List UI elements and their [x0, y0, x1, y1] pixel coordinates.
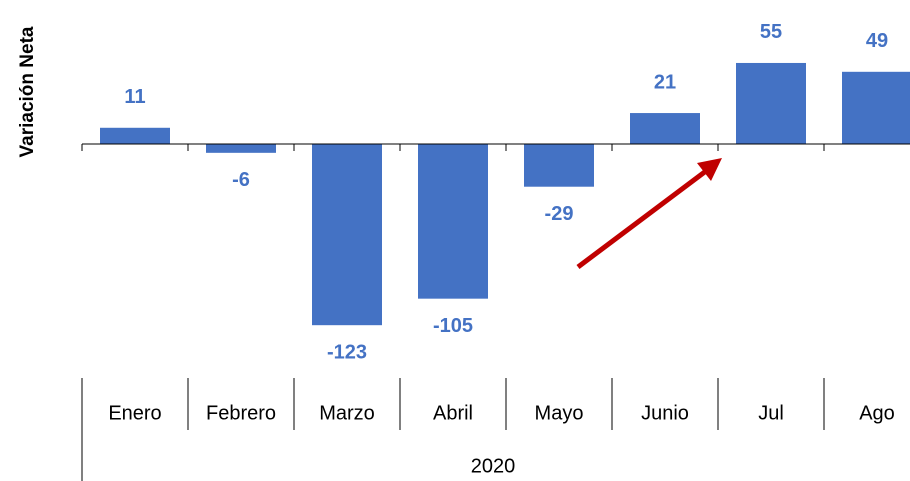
x-tick-label: Marzo	[319, 402, 375, 424]
value-label: 11	[124, 86, 145, 108]
value-label: -105	[433, 315, 473, 337]
group-label: 2020	[471, 455, 516, 477]
value-label: 55	[760, 21, 782, 43]
x-tick-label: Junio	[641, 402, 689, 424]
bar	[418, 143, 488, 299]
y-axis-label: Variación Neta	[17, 26, 38, 157]
plot-area: 11 Enero -6 Febrero -123 Marzo -105 Abril -29 May…	[81, 21, 910, 430]
value-label: 49	[866, 30, 888, 52]
x-tick-label: Abril	[433, 402, 473, 424]
annotation-arrow	[576, 158, 722, 269]
bar	[100, 127, 170, 144]
x-tick-label: Enero	[108, 402, 161, 424]
bar	[736, 62, 806, 144]
value-label: -6	[232, 169, 250, 191]
x-tick-label: Ago	[859, 402, 895, 424]
x-tick-label: Jul	[758, 402, 784, 424]
value-label: 21	[654, 71, 676, 93]
x-tick-label: Mayo	[535, 402, 584, 424]
value-label: -29	[545, 203, 574, 225]
bar	[630, 113, 700, 144]
bar	[206, 143, 276, 153]
x-tick-label: Febrero	[206, 402, 276, 424]
value-label: -123	[327, 341, 367, 363]
bar	[842, 71, 910, 144]
bar	[524, 143, 594, 187]
bar	[312, 143, 382, 326]
